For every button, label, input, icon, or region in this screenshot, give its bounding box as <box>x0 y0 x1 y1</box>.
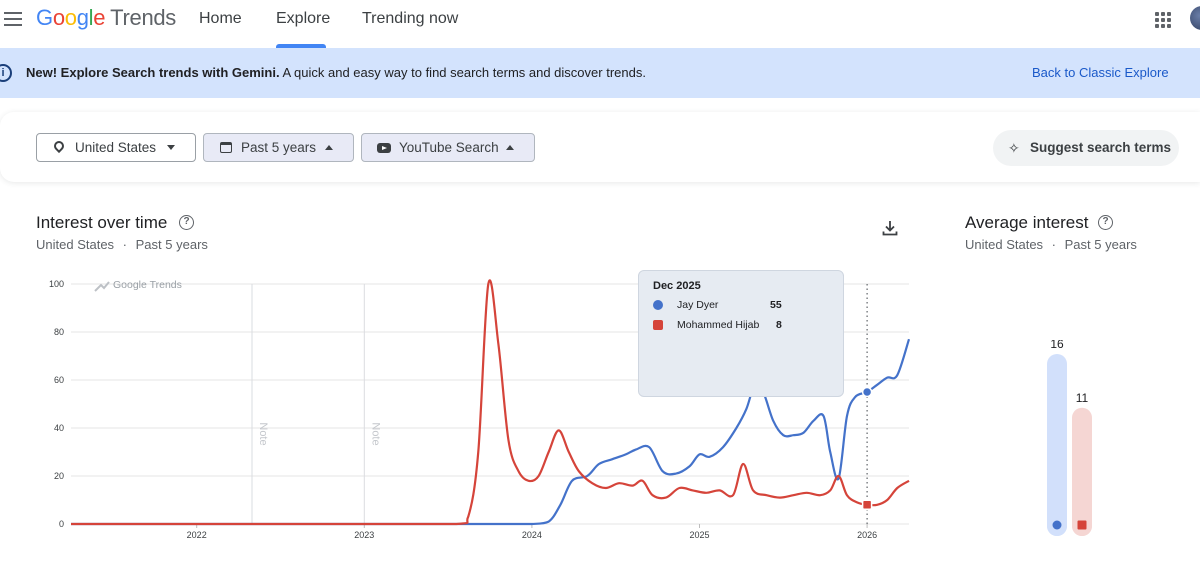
series-dot-icon <box>653 300 663 310</box>
banner-description: A quick and easy way to find search term… <box>282 65 646 80</box>
subtitle-time-range: Past 5 years <box>135 237 208 252</box>
property-dropdown[interactable]: YouTube Search <box>361 133 535 162</box>
location-value: United States <box>75 140 157 155</box>
y-tick-label: 60 <box>54 375 64 385</box>
subtitle-time-range: Past 5 years <box>1064 237 1137 252</box>
top-bar: Google Trends Home Explore Trending now <box>0 0 1200 48</box>
watermark-text: Google Trends <box>113 279 182 291</box>
tooltip-row-mohammed-hijab: Mohammed Hijab 8 <box>653 319 833 333</box>
tooltip-series-value: 8 <box>776 319 782 331</box>
series-square-icon <box>1077 520 1087 530</box>
nav-trending-now[interactable]: Trending now <box>362 10 459 27</box>
nav-active-indicator <box>276 44 326 48</box>
y-tick-label: 40 <box>54 423 64 433</box>
nav-home[interactable]: Home <box>199 10 242 27</box>
subtitle-separator: · <box>1051 237 1057 252</box>
chevron-up-icon <box>325 145 333 150</box>
highlight-point-mohammed-hijab <box>861 499 873 511</box>
y-tick-label: 100 <box>49 279 64 289</box>
location-dropdown[interactable]: United States <box>36 133 196 162</box>
calendar-icon <box>220 142 232 153</box>
note-label: Note <box>257 422 269 445</box>
tooltip-date: Dec 2025 <box>653 280 701 292</box>
highlight-point-jay-dyer <box>861 386 873 398</box>
back-to-classic-link[interactable]: Back to Classic Explore <box>1032 65 1169 80</box>
tooltip-row-jay-dyer: Jay Dyer 55 <box>653 299 833 313</box>
banner-message: New! Explore Search trends with Gemini. … <box>26 65 646 80</box>
google-trends-watermark: Google Trends <box>94 279 182 292</box>
trend-arrow-icon <box>94 281 110 292</box>
apps-grid-icon[interactable] <box>1155 12 1171 28</box>
subtitle-location: United States <box>965 237 1044 252</box>
chevron-up-icon <box>506 145 514 150</box>
x-tick-label: 2023 <box>354 530 374 540</box>
nav-explore[interactable]: Explore <box>276 10 331 27</box>
series-line-mohammed-hijab <box>71 279 910 526</box>
sparkle-icon: ✧ <box>1008 140 1020 156</box>
help-icon[interactable]: ? <box>179 215 194 230</box>
x-tick-label: 2022 <box>187 530 207 540</box>
note-label: Note <box>369 422 381 445</box>
y-tick-label: 80 <box>54 327 64 337</box>
location-pin-icon <box>51 138 67 154</box>
interest-over-time-subtitle: United States · Past 5 years <box>36 237 208 252</box>
menu-icon[interactable] <box>4 12 22 28</box>
avg-bar-mohammed-hijab <box>1072 407 1092 536</box>
suggest-search-terms-button[interactable]: ✧ Suggest search terms <box>993 130 1179 166</box>
avg-bar-jay-dyer <box>1047 354 1067 536</box>
account-avatar[interactable] <box>1190 6 1200 30</box>
suggest-label: Suggest search terms <box>1030 140 1172 155</box>
property-value: YouTube Search <box>399 140 499 155</box>
avg-value-label: 16 <box>1050 340 1064 351</box>
banner-headline: New! Explore Search trends with Gemini. <box>26 65 280 80</box>
x-tick-label: 2026 <box>857 530 877 540</box>
subtitle-separator: · <box>122 237 128 252</box>
info-icon: i <box>0 64 12 82</box>
tooltip-series-name: Mohammed Hijab <box>677 319 760 331</box>
filter-bar: United States Past 5 years YouTube Searc… <box>0 112 1200 182</box>
download-icon[interactable] <box>881 219 899 237</box>
series-line-jay-dyer <box>71 338 911 526</box>
y-tick-label: 0 <box>59 519 64 529</box>
x-tick-label: 2025 <box>689 530 709 540</box>
tooltip-series-name: Jay Dyer <box>677 299 719 311</box>
average-interest-title: Average interest <box>965 213 1089 232</box>
subtitle-location: United States <box>36 237 115 252</box>
youtube-icon <box>377 143 391 153</box>
series-square-icon <box>653 320 663 330</box>
avg-value-label: 11 <box>1076 391 1089 405</box>
average-interest-subtitle: United States · Past 5 years <box>965 237 1137 252</box>
time-range-value: Past 5 years <box>241 140 317 155</box>
x-tick-label: 2024 <box>522 530 542 540</box>
tooltip-series-value: 55 <box>770 299 782 311</box>
chevron-down-icon <box>167 145 175 150</box>
time-range-dropdown[interactable]: Past 5 years <box>203 133 354 162</box>
y-tick-label: 20 <box>54 471 64 481</box>
series-dot-icon <box>1052 520 1062 530</box>
google-trends-logo[interactable]: Google Trends <box>36 5 177 30</box>
help-icon[interactable]: ? <box>1098 215 1113 230</box>
interest-over-time-title: Interest over time <box>36 213 168 232</box>
chart-tooltip: Dec 2025 Jay Dyer 55 Mohammed Hijab 8 <box>638 270 844 397</box>
gemini-banner: i New! Explore Search trends with Gemini… <box>0 48 1200 98</box>
